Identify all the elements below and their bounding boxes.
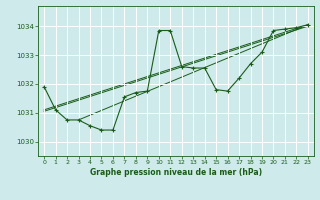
X-axis label: Graphe pression niveau de la mer (hPa): Graphe pression niveau de la mer (hPa): [90, 168, 262, 177]
